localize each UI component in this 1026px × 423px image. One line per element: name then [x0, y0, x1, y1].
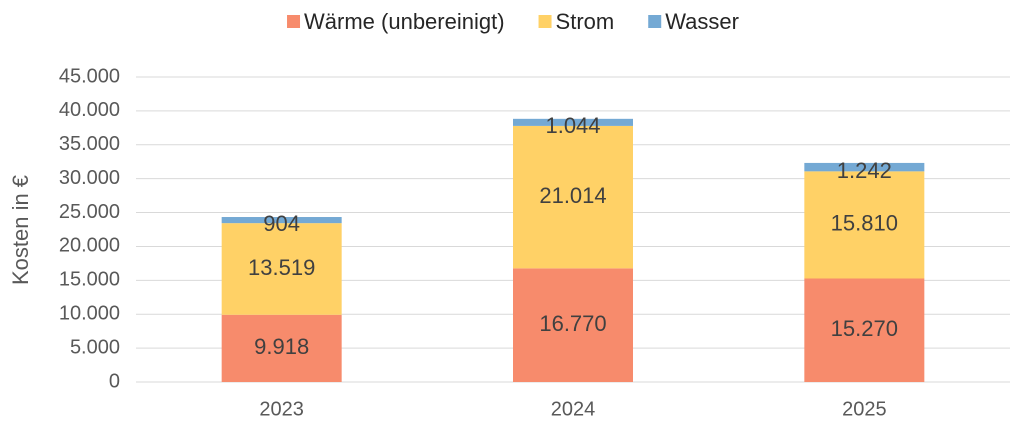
- bar-segment: [513, 118, 633, 126]
- x-tick-label: 2025: [842, 398, 887, 420]
- data-label: 904: [263, 211, 300, 236]
- legend-swatch: [287, 15, 301, 28]
- x-tick-label: 2023: [259, 398, 304, 420]
- y-tick-label: 0: [109, 370, 120, 392]
- legend-swatch: [648, 15, 662, 28]
- y-tick-label: 20.000: [59, 235, 120, 257]
- bar-segment: [513, 268, 633, 382]
- legend-label: Wasser: [665, 9, 739, 34]
- data-label: 15.810: [831, 211, 898, 236]
- y-axis-label: Kosten in €: [8, 175, 33, 285]
- y-tick-label: 5.000: [70, 336, 120, 358]
- data-label: 15.270: [831, 316, 898, 341]
- bar-segment: [221, 314, 342, 382]
- legend-label: Wärme (unbereinigt): [304, 9, 505, 34]
- data-label: 13.519: [248, 255, 315, 280]
- y-tick-label: 35.000: [59, 133, 120, 155]
- bar-segment: [804, 278, 925, 382]
- data-label: 16.770: [539, 311, 606, 336]
- bar-segment: [804, 162, 925, 172]
- bar-segment: [221, 217, 342, 224]
- y-tick-label: 10.000: [59, 303, 120, 325]
- data-label: 9.918: [254, 334, 309, 359]
- y-tick-label: 15.000: [59, 269, 120, 291]
- data-label: 21.014: [539, 183, 606, 208]
- x-tick-label: 2024: [551, 398, 596, 420]
- legend-swatch: [538, 15, 552, 28]
- y-tick-label: 25.000: [59, 201, 120, 223]
- bar-segment: [221, 223, 342, 315]
- y-tick-label: 45.000: [59, 65, 120, 87]
- legend-label: Strom: [556, 9, 615, 34]
- bar-segment: [804, 171, 925, 279]
- y-tick-label: 30.000: [59, 167, 120, 189]
- data-label: 1.044: [545, 113, 600, 138]
- data-label: 1.242: [837, 158, 892, 183]
- y-tick-label: 40.000: [59, 99, 120, 121]
- bar-segment: [513, 125, 633, 269]
